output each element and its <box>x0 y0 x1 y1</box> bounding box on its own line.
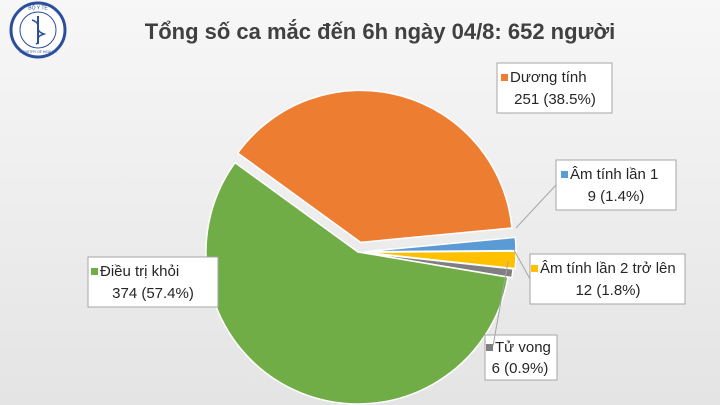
pie-slice <box>205 161 509 405</box>
label-name: Điều trị khỏi <box>100 263 179 280</box>
label-name: Âm tính lần 2 trở lên <box>540 260 676 277</box>
value-label: 251 (38.5%) <box>514 91 596 108</box>
label-box <box>529 253 686 305</box>
chart-title: Tổng số ca mắc đến 6h ngày 04/8: 652 ngư… <box>145 19 616 44</box>
label-name: Tử vong <box>495 339 551 356</box>
value-label: 6 (0.9%) <box>492 360 549 377</box>
label-box <box>484 334 558 381</box>
legend-marker <box>561 171 568 178</box>
labels: Dương tính 251 (38.5%) Âm tính lần 1 9 (1.4… <box>87 62 686 381</box>
label-name: Âm tính lần 1 <box>570 166 658 183</box>
label-box <box>87 256 219 308</box>
legend-marker <box>501 74 508 81</box>
pie-slice <box>236 89 513 244</box>
legend-marker <box>91 268 98 275</box>
legend-marker <box>486 344 493 351</box>
leader-line <box>492 261 509 347</box>
pie <box>205 89 517 405</box>
value-label: 9 (1.4%) <box>588 188 645 205</box>
logo: BỘ Y TẾ MINISTRY OF HEALTH <box>9 1 67 59</box>
label-name: Dương tính <box>510 69 587 86</box>
logo-bottom: MINISTRY OF HEALTH <box>20 50 57 54</box>
value-label: 12 (1.8%) <box>575 282 640 299</box>
logo-top: BỘ Y TẾ <box>28 4 48 11</box>
legend-marker <box>531 265 538 272</box>
pie-slice <box>363 250 517 270</box>
value-label: 374 (57.4%) <box>112 285 194 302</box>
label-box <box>496 62 613 114</box>
leader-line <box>515 184 557 229</box>
leader-line <box>513 249 531 280</box>
label-box <box>555 159 677 211</box>
